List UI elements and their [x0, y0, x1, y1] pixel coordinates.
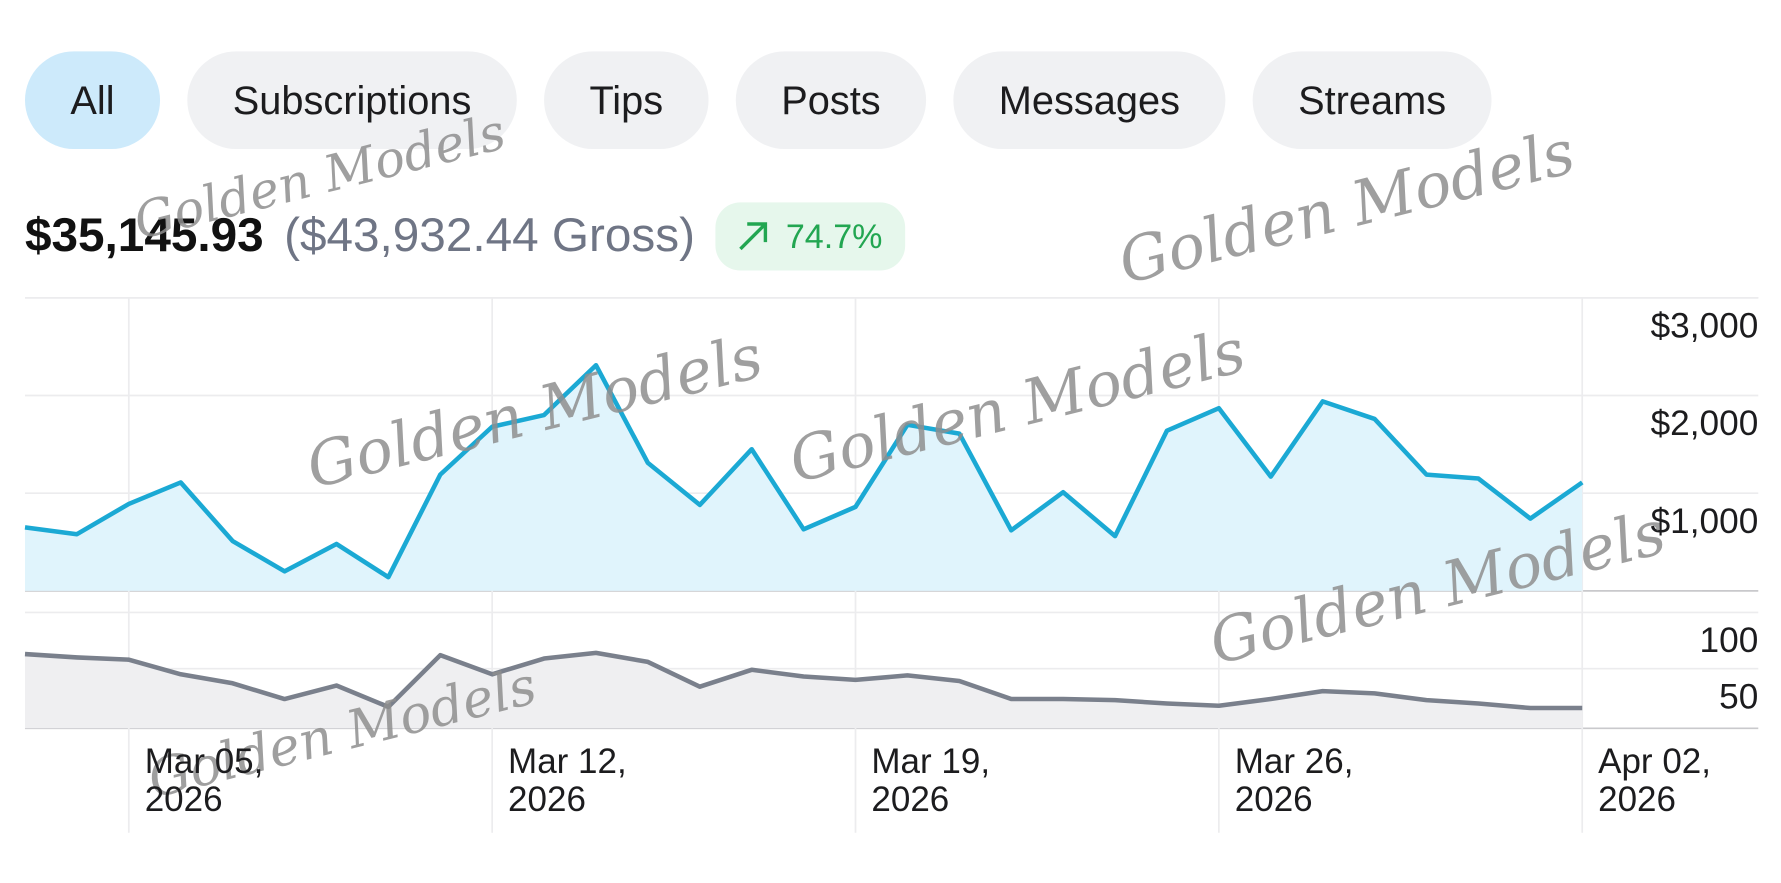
y-tick-label: $1,000: [1651, 502, 1759, 541]
x-tick-label: Mar 26, 2026: [1234, 741, 1354, 819]
tab-label: Subscriptions: [233, 79, 472, 123]
series-line: [24, 650, 1583, 711]
tab-label: Messages: [999, 79, 1180, 123]
tab-label: Tips: [589, 79, 663, 123]
x-tick-label: Mar 19, 2026: [871, 741, 991, 819]
x-tick-label: Mar 05, 2026: [144, 741, 264, 819]
y-tick-label: $3,000: [1651, 307, 1759, 346]
y-tick-label: 50: [1719, 677, 1758, 716]
filter-tab[interactable]: Streams: [1252, 51, 1492, 150]
filter-tab[interactable]: Tips: [544, 51, 709, 150]
area-fill: [24, 652, 1583, 729]
x-tick-label: Mar 12, 2026: [508, 741, 627, 819]
filter-tab[interactable]: All: [24, 51, 161, 150]
tab-background: [735, 51, 927, 150]
change-badge: [715, 202, 906, 271]
gross-total: ($43,932.44 Gross): [284, 209, 695, 262]
x-tick-label: Apr 02, 2026: [1598, 741, 1711, 819]
tab-background: [1252, 51, 1492, 150]
series-line: [24, 362, 1584, 580]
filter-tab[interactable]: Posts: [735, 51, 927, 150]
net-total: $35,145.93: [25, 209, 264, 262]
y-tick-label: $2,000: [1651, 404, 1759, 443]
y-tick-label: 100: [1700, 621, 1759, 660]
tab-background: [544, 51, 709, 150]
filter-tab[interactable]: Messages: [953, 51, 1226, 150]
tab-background: [187, 51, 517, 150]
tab-label: Posts: [781, 79, 880, 123]
tab-label: Streams: [1298, 79, 1446, 123]
tab-label: All: [70, 79, 114, 123]
filter-tab[interactable]: Subscriptions: [187, 51, 517, 150]
change-percent: 74.7%: [786, 218, 883, 256]
tab-background: [953, 51, 1226, 150]
trend-icon: [739, 222, 768, 251]
tab-background: [24, 51, 161, 150]
